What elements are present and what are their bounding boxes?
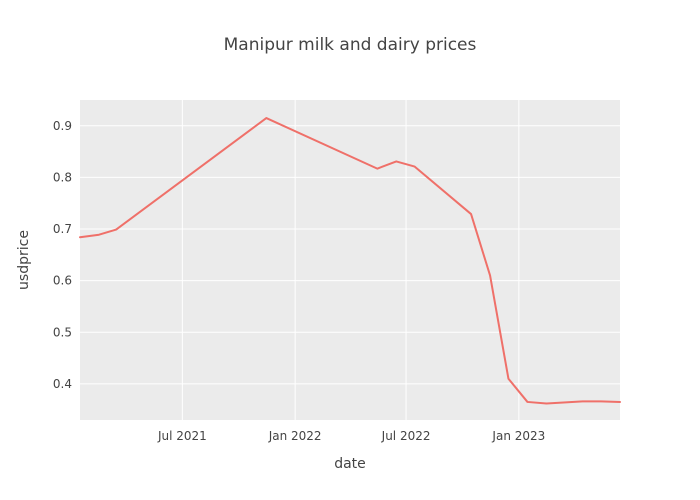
x-axis-title: date — [334, 456, 366, 472]
y-tick-label: 0.6 — [53, 274, 72, 288]
y-tick-label: 0.5 — [53, 325, 72, 339]
chart-title: Manipur milk and dairy prices — [224, 35, 477, 55]
y-tick-label: 0.7 — [53, 222, 72, 236]
data-point — [395, 160, 397, 162]
data-point — [619, 401, 621, 403]
data-point — [563, 401, 565, 403]
data-point — [98, 234, 100, 236]
data-point — [545, 402, 547, 404]
data-point — [507, 378, 509, 380]
x-axis-ticks: Jul 2021 Jan 2022 Jul 2022 Jan 2023 — [157, 429, 545, 443]
y-tick-label: 0.9 — [53, 119, 72, 133]
data-point — [265, 117, 267, 119]
line-series — [79, 117, 621, 405]
y-tick-label: 0.4 — [53, 377, 72, 391]
y-axis-title: usdprice — [16, 230, 32, 290]
y-tick-label: 0.8 — [53, 170, 72, 184]
x-gridlines — [181, 100, 520, 420]
x-tick-label: Jul 2022 — [381, 429, 431, 443]
data-point — [470, 213, 472, 215]
plot-area — [80, 100, 620, 420]
x-tick-label: Jan 2022 — [268, 429, 322, 443]
x-tick-label: Jan 2023 — [491, 429, 545, 443]
data-point — [115, 229, 117, 231]
x-tick-label: Jul 2021 — [157, 429, 207, 443]
data-point — [79, 236, 81, 238]
data-point — [582, 400, 584, 402]
data-point — [526, 401, 528, 403]
data-point — [414, 166, 416, 168]
data-point — [489, 274, 491, 276]
data-point — [376, 168, 378, 170]
y-gridlines — [80, 125, 620, 385]
y-axis-ticks: 0.4 0.5 0.6 0.7 0.8 0.9 — [53, 119, 72, 391]
data-point — [600, 400, 602, 402]
series-line — [79, 117, 621, 405]
